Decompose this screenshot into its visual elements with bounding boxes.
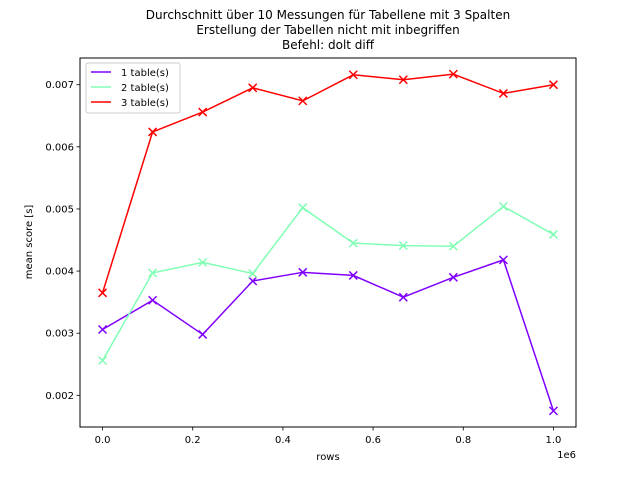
y-tick-label: 0.005 — [45, 204, 74, 215]
y-tick-label: 0.007 — [45, 80, 74, 91]
series-3-point — [548, 80, 558, 90]
y-tick-label: 0.004 — [45, 267, 74, 278]
series-3-point — [298, 96, 308, 106]
series-1 — [98, 255, 558, 416]
chart-title-line-1: Durchschnitt über 10 Messungen für Tabel… — [146, 8, 510, 22]
y-axis-ticks: 0.002 0.003 0.004 0.005 0.006 0.007 — [45, 80, 80, 402]
chart-title-line-3: Befehl: dolt diff — [282, 38, 375, 52]
x-tick-label: 0.4 — [275, 435, 291, 446]
series-3-point — [98, 288, 108, 298]
legend: 1 table(s) 2 table(s) 3 table(s) — [85, 62, 181, 114]
legend-label-series-2: 2 table(s) — [121, 83, 169, 94]
legend-box — [85, 62, 181, 114]
series-1-point — [498, 255, 508, 265]
series-3-line — [101, 73, 554, 294]
series-1-point — [448, 272, 458, 282]
legend-label-series-3: 3 table(s) — [121, 98, 169, 109]
x-axis-offset-label: 1e6 — [557, 450, 576, 461]
series-3-point — [348, 70, 358, 80]
series-3-point — [398, 75, 408, 85]
y-tick-label: 0.006 — [45, 142, 74, 153]
series-3-point — [148, 127, 158, 137]
series-3 — [98, 69, 558, 298]
series-2-point — [448, 241, 458, 251]
series-2-point — [498, 201, 508, 212]
series-1-line — [102, 258, 555, 412]
series-2-point — [348, 238, 358, 248]
series-1-point — [548, 406, 558, 416]
series-2-point — [298, 203, 308, 213]
series-2-line — [101, 205, 554, 361]
series-3-point — [198, 107, 208, 117]
y-tick-label: 0.003 — [45, 329, 74, 340]
series-1-point — [198, 329, 208, 339]
x-tick-label: 0.0 — [95, 435, 111, 446]
x-axis-ticks: 0.0 0.2 0.4 0.6 0.8 1.0 — [95, 427, 562, 446]
series-2-point — [198, 257, 208, 267]
series-2-point — [248, 269, 258, 279]
series-3-point — [248, 83, 258, 93]
x-tick-label: 0.8 — [455, 435, 471, 446]
series-2-point — [148, 268, 158, 278]
plot-area — [79, 57, 577, 428]
series-2-point — [98, 355, 108, 366]
series-group — [98, 69, 558, 416]
y-axis-label: mean score [s] — [24, 205, 35, 280]
series-3-point — [448, 69, 458, 79]
x-tick-label: 0.2 — [185, 435, 201, 446]
series-3-point — [498, 88, 508, 98]
x-tick-label: 0.6 — [365, 435, 381, 446]
axes-frame — [79, 57, 577, 428]
series-2-point — [398, 241, 408, 251]
legend-label-series-1: 1 table(s) — [121, 68, 169, 79]
series-1-point — [248, 276, 258, 286]
series-2-point — [548, 229, 558, 239]
chart-title-line-2: Erstellung der Tabellen nicht mit inbegr… — [196, 23, 459, 37]
series-1-point — [398, 292, 408, 302]
y-tick-label: 0.002 — [45, 391, 74, 402]
series-1-point — [348, 270, 358, 280]
series-2 — [98, 201, 558, 366]
series-1-point — [298, 267, 308, 277]
x-axis-label: rows — [316, 452, 339, 463]
series-1-point — [98, 324, 108, 335]
x-tick-label: 1.0 — [546, 435, 562, 446]
series-1-point — [148, 295, 158, 305]
